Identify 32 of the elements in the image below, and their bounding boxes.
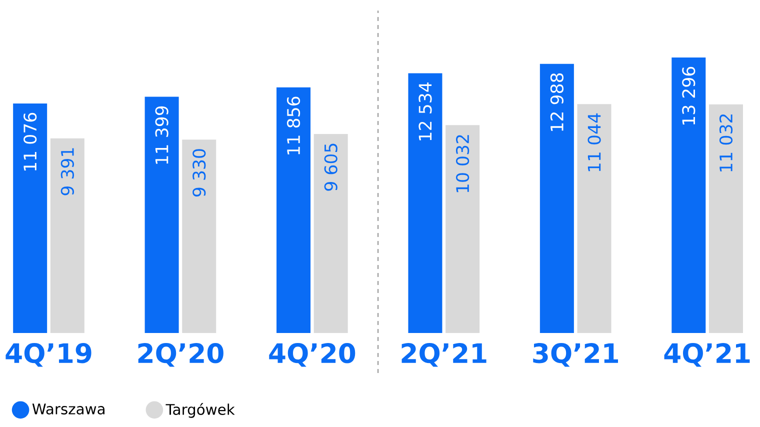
- bar: [446, 125, 480, 333]
- x-tick-label: 4Q’21: [664, 343, 750, 367]
- bar: [540, 64, 574, 333]
- bar: [408, 73, 442, 333]
- bar: [577, 104, 612, 333]
- bar: [708, 104, 743, 333]
- bar: [144, 96, 179, 333]
- bar: [276, 87, 311, 333]
- data-label: 11 044: [588, 113, 601, 172]
- legend-label: Targówek: [166, 403, 235, 418]
- data-label: 12 534: [418, 82, 432, 140]
- data-label: 11 076: [24, 112, 37, 171]
- legend-label: Warszawa: [32, 404, 104, 414]
- data-label: 11 032: [719, 114, 733, 172]
- data-label: 13 296: [682, 66, 696, 125]
- data-label: 12 988: [550, 73, 564, 131]
- x-tick-label: 2Q’20: [138, 343, 224, 367]
- bar: [50, 138, 84, 333]
- x-tick-label: 4Q’20: [269, 343, 356, 367]
- x-tick-label: 4Q’19: [6, 343, 92, 367]
- data-label: 11 856: [286, 96, 300, 154]
- x-tick-label: 2Q’21: [402, 343, 486, 367]
- data-label: 10 032: [456, 135, 470, 192]
- bar: [314, 134, 348, 333]
- data-label: 9 391: [60, 148, 74, 196]
- x-tick-label: 3Q’21: [533, 343, 618, 367]
- bar: [672, 57, 706, 333]
- data-label: 9 330: [192, 149, 206, 196]
- bar: [182, 140, 216, 333]
- data-label: 11 399: [155, 106, 168, 164]
- data-label: 9 605: [324, 144, 338, 191]
- bar: [13, 103, 48, 333]
